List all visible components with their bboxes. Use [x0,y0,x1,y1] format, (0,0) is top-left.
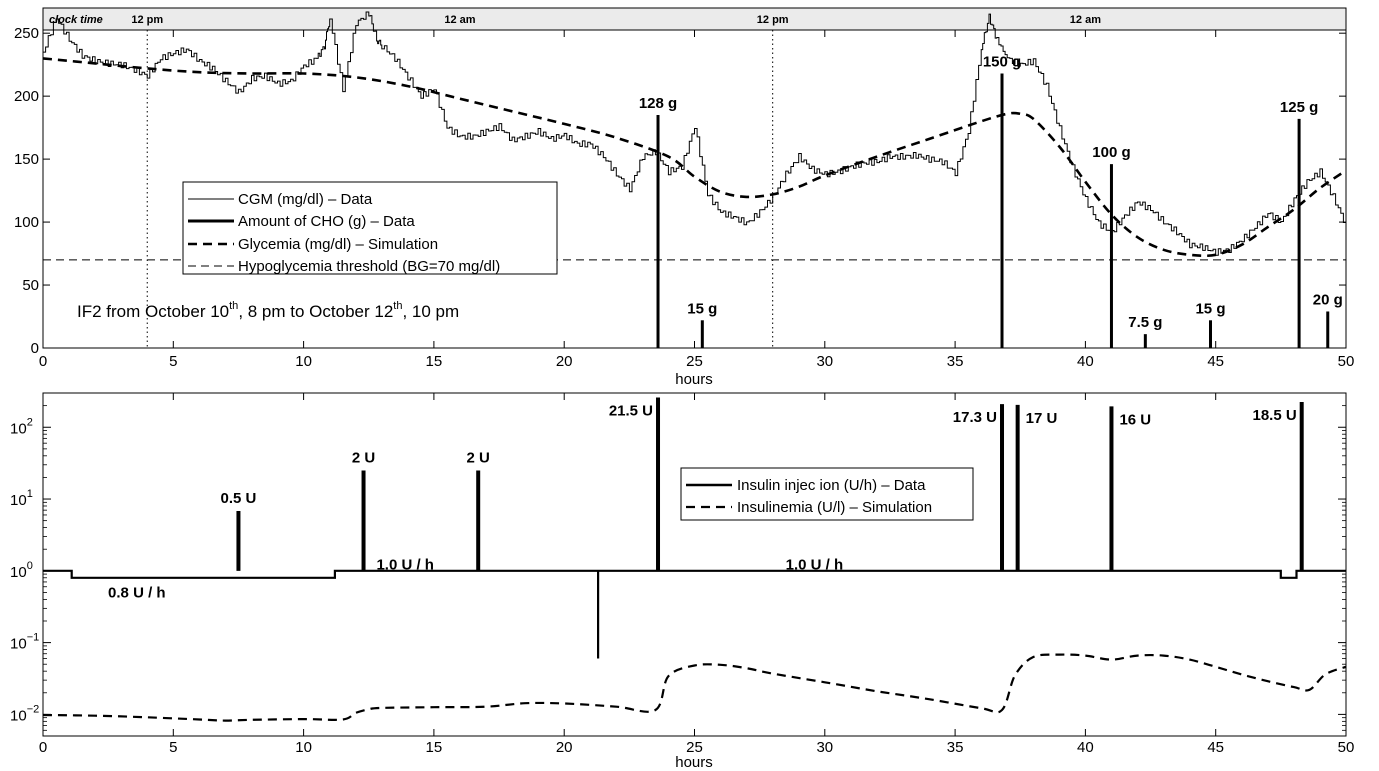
glycemia-x-tick-label: 15 [426,353,443,370]
cho-amount-bars: 128 g 15 g 150 g 100 g 7.5 g 15 g 125 g 20 g [639,53,1343,348]
insulin-bolus-bars: 0.5 U 2 U 2 U 21.5 U 17.3 U 17 U 16 U 18.5 U [221,397,1304,571]
insulin-x-tick-label: 10 [295,739,312,756]
basal-rate-label: 1.0 U / h [376,557,434,574]
insulin-x-tick-label: 40 [1077,739,1094,756]
glycemia-chart: clock time 12 pm 12 am 12 pm 12 am 0 5 10 15 20… [14,7,1355,388]
clock-mark-label: 12 pm [131,14,163,26]
insulin-bolus-label: 17 U [1026,410,1058,427]
glycemia-x-tick-label: 35 [947,353,964,370]
insulin-legend-box [680,467,974,521]
glycemia-y-tick-label: 0 [31,340,39,357]
glycemia-x-tick-label: 10 [295,353,312,370]
legend-label-insulin-injection: Insulin injec ion (U/h) – Data [737,477,926,494]
insulin-x-axis-label: hours [675,754,713,771]
insulin-x-tick-label: 25 [686,739,703,756]
cho-bar-label: 20 g [1313,291,1343,308]
insulin-bolus-label: 0.5 U [221,490,257,507]
glycemia-legend: CGM (mg/dl) – Data Amount of CHO (g) – D… [182,181,558,275]
legend-label-glycemia-sim: Glycemia (mg/dl) – Simulation [238,236,438,253]
glycemia-x-axis-label: hours [675,371,713,388]
glycemia-x-tick-label: 25 [686,353,703,370]
legend-label-cho: Amount of CHO (g) – Data [238,213,415,230]
basal-rate-label: 0.8 U / h [108,584,166,601]
glycemia-x-tick-label: 50 [1338,353,1355,370]
cho-bar-label: 7.5 g [1128,314,1162,331]
cho-bar-label: 150 g [983,53,1021,70]
clock-time-marks: 12 pm 12 am 12 pm 12 am [131,14,1101,348]
cho-bar-label: 128 g [639,95,677,112]
insulin-bolus-label: 2 U [467,449,490,466]
insulin-x-tick-label: 15 [426,739,443,756]
cho-bar-label: 15 g [1195,300,1225,317]
legend-label-cgm: CGM (mg/dl) – Data [238,191,373,208]
cho-bar-label: 15 g [687,300,717,317]
note-prefix: IF2 from October 10 [77,302,229,321]
insulin-x-tick-label: 45 [1207,739,1224,756]
glycemia-x-tick-label: 40 [1077,353,1094,370]
basal-rate-label: 1.0 U / h [786,557,844,574]
insulin-x-tick-label: 5 [169,739,177,756]
glycemia-x-tick-label: 0 [39,353,47,370]
legend-label-hypo: Hypoglycemia threshold (BG=70 mg/dl) [238,258,500,275]
cho-bar-label: 100 g [1092,144,1130,161]
cho-bar-label: 125 g [1280,99,1318,116]
clock-mark-label: 12 am [1070,14,1101,26]
glycemia-x-ticks: 0 5 10 15 20 25 30 35 40 45 50 [39,30,1355,370]
insulin-bolus-label: 16 U [1119,411,1151,428]
insulin-chart: 0 5 10 15 20 25 30 35 40 45 50 102 101 100 10−1 10−2 0… [10,392,1355,771]
glycemia-y-tick-label: 200 [14,88,39,105]
insulin-x-tick-label: 20 [556,739,573,756]
insulin-y-ticks: 102 101 100 10−1 10−2 [10,392,1346,737]
note-sup-2: th [393,300,402,312]
insulin-basal-series [42,569,1346,659]
insulin-y-tick-label: 10−1 [10,632,39,653]
clock-time-bar [42,7,1347,31]
insulinemia-simulation-series [42,653,1347,722]
experiment-period-note: IF2 from October 10th, 8 pm to October 1… [77,300,459,321]
clock-time-label: clock time [49,14,103,26]
note-sup-1: th [229,300,238,312]
insulin-x-tick-label: 0 [39,739,47,756]
clock-mark-label: 12 pm [757,14,789,26]
basal-rate-labels: 0.8 U / h 1.0 U / h 1.0 U / h [108,557,843,602]
cgm-data-series [43,11,1347,256]
glycemia-x-tick-label: 5 [169,353,177,370]
clock-mark-label: 12 am [444,14,475,26]
glycemia-y-tick-label: 150 [14,151,39,168]
insulin-y-tick-label: 102 [10,416,33,437]
insulin-plot-frame [42,392,1347,737]
insulin-x-tick-label: 50 [1338,739,1355,756]
insulin-legend: Insulin injec ion (U/h) – Data Insulinem… [680,467,974,521]
glycemia-legend-box [182,181,558,275]
note-suffix: , 10 pm [402,302,459,321]
insulin-y-tick-label: 101 [10,488,33,509]
legend-label-insulinemia: Insulinemia (U/l) – Simulation [737,499,932,516]
glycemia-x-tick-label: 20 [556,353,573,370]
note-middle: , 8 pm to October 12 [238,302,393,321]
insulin-x-tick-label: 30 [816,739,833,756]
glycemia-y-tick-label: 50 [22,277,39,294]
glycemia-y-ticks: 0 50 100 150 200 250 [14,25,1346,357]
glycemia-plot-frame [42,7,1347,349]
insulin-x-tick-label: 35 [947,739,964,756]
glycemia-x-tick-label: 30 [816,353,833,370]
insulin-x-ticks: 0 5 10 15 20 25 30 35 40 45 50 [39,393,1355,756]
insulin-bolus-label: 18.5 U [1252,407,1296,424]
insulin-y-tick-label: 10−2 [10,703,39,724]
insulin-bolus-label: 2 U [352,449,375,466]
insulin-y-tick-label: 100 [10,560,33,581]
insulin-bolus-label: 21.5 U [609,402,653,419]
glycemia-y-tick-label: 100 [14,214,39,231]
insulin-bolus-label: 17.3 U [953,409,997,426]
glycemia-y-tick-label: 250 [14,25,39,42]
glycemia-x-tick-label: 45 [1207,353,1224,370]
